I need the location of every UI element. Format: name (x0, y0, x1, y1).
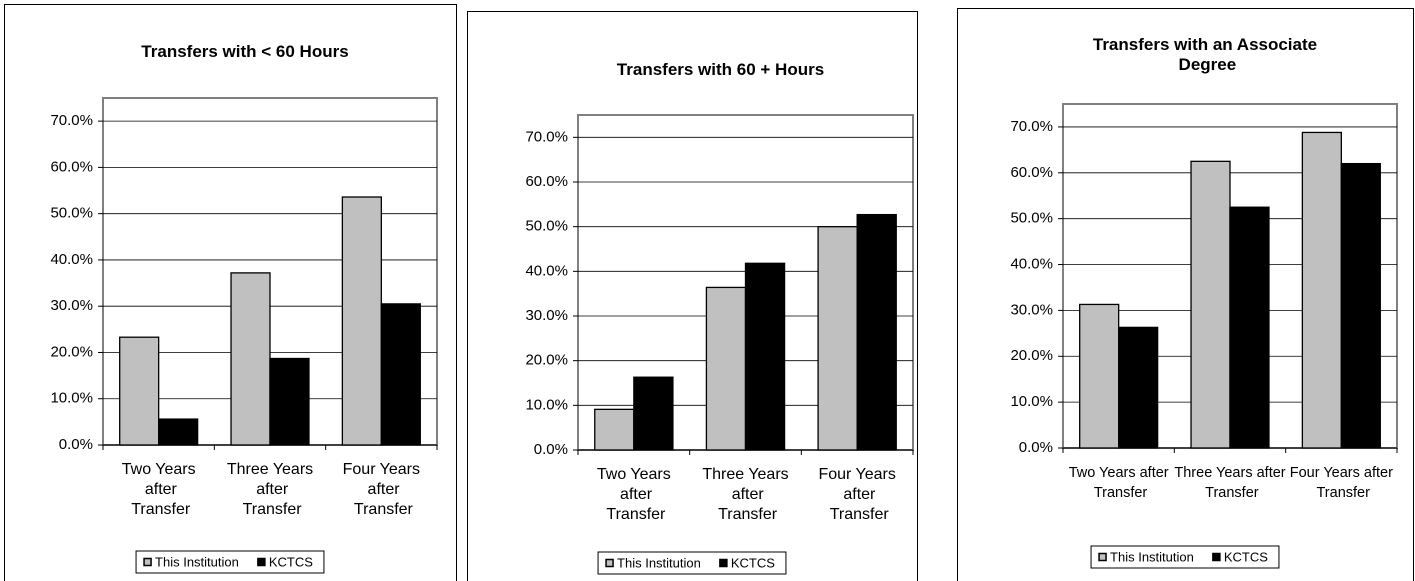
legend-swatch (1212, 552, 1221, 562)
y-tick-label: 20.0% (1010, 347, 1053, 364)
chart-title: Transfers with an Associate Degree (1093, 35, 1317, 74)
bar (341, 196, 382, 446)
x-tick-label: Four Years after Transfer (343, 461, 420, 518)
y-tick-label: 0.0% (59, 436, 93, 453)
x-tick-label: Three Years after Transfer (1174, 465, 1285, 501)
legend-swatch (257, 557, 266, 567)
y-tick-label: 0.0% (1019, 439, 1053, 456)
chart-title: Transfers with 60 + Hours (617, 60, 824, 79)
bar (744, 262, 786, 451)
y-tick-label: 20.0% (525, 352, 568, 369)
bar (1301, 131, 1342, 449)
chart-title: Transfers with < 60 Hours (141, 42, 348, 61)
bar (380, 303, 421, 446)
bar (158, 418, 199, 446)
y-tick-label: 20.0% (50, 343, 93, 360)
y-tick-label: 50.0% (50, 205, 93, 222)
y-tick-label: 10.0% (525, 396, 568, 413)
y-tick-label: 60.0% (1010, 164, 1053, 181)
bar (633, 376, 674, 451)
legend-swatch (1098, 552, 1107, 562)
legend-box (597, 551, 787, 575)
x-tick-label: Three Years after Transfer (227, 461, 313, 518)
bar (817, 226, 858, 451)
chart-panel: Transfers with < 60 Hours 0.0% 10.0% 20.0% 3… (4, 4, 457, 581)
bar (119, 336, 160, 446)
y-tick-label: 40.0% (1010, 256, 1053, 273)
y-tick-label: 10.0% (50, 390, 93, 407)
bar (1229, 206, 1270, 449)
bar (230, 272, 271, 446)
legend: This Institution KCTCS (135, 550, 325, 574)
chart-panel: Transfers with 60 + Hours 0.0% 10.0% 20.0% 3… (467, 11, 918, 581)
legend-label: This Institution (617, 555, 701, 570)
y-tick-label: 40.0% (50, 251, 93, 268)
legend-label: KCTCS (269, 554, 313, 569)
y-tick-label: 50.0% (525, 218, 568, 235)
bar (705, 286, 747, 451)
x-tick-label: Three Years after Transfer (702, 466, 788, 523)
legend-box (1090, 545, 1280, 569)
legend: This Institution KCTCS (597, 551, 787, 575)
legend-swatch (143, 557, 152, 567)
chart-panel: Transfers with an Associate Degree 0.0% 10… (957, 8, 1414, 581)
legend-label: This Institution (155, 554, 239, 569)
legend-label: This Institution (1110, 549, 1194, 564)
y-tick-label: 70.0% (1010, 118, 1053, 135)
legend-label: KCTCS (1224, 549, 1268, 564)
bar (269, 357, 310, 446)
y-tick-label: 70.0% (525, 128, 568, 145)
legend-swatch (605, 558, 614, 568)
x-tick-label: Two Years after Transfer (1069, 465, 1169, 501)
bar (1118, 326, 1159, 449)
bar (1079, 303, 1120, 449)
y-tick-label: 30.0% (1010, 301, 1053, 318)
bar (1340, 162, 1381, 449)
legend: This Institution KCTCS (1090, 545, 1280, 569)
y-tick-label: 30.0% (50, 297, 93, 314)
y-tick-label: 40.0% (525, 262, 568, 279)
legend-label: KCTCS (731, 555, 775, 570)
x-tick-label: Four Years after Transfer (1290, 465, 1393, 501)
y-tick-label: 60.0% (50, 158, 93, 175)
x-tick-label: Two Years after Transfer (122, 461, 196, 518)
y-tick-label: 50.0% (1010, 210, 1053, 227)
y-tick-label: 70.0% (50, 112, 93, 129)
x-tick-label: Four Years after Transfer (818, 466, 895, 523)
legend-box (135, 550, 325, 574)
y-tick-label: 0.0% (534, 441, 568, 458)
y-tick-label: 60.0% (525, 173, 568, 190)
bar (594, 408, 635, 451)
x-tick-label: Two Years after Transfer (597, 466, 671, 523)
bar (856, 213, 897, 451)
y-tick-label: 10.0% (1010, 393, 1053, 410)
y-tick-label: 30.0% (525, 307, 568, 324)
legend-swatch (719, 558, 728, 568)
bar (1190, 160, 1231, 449)
